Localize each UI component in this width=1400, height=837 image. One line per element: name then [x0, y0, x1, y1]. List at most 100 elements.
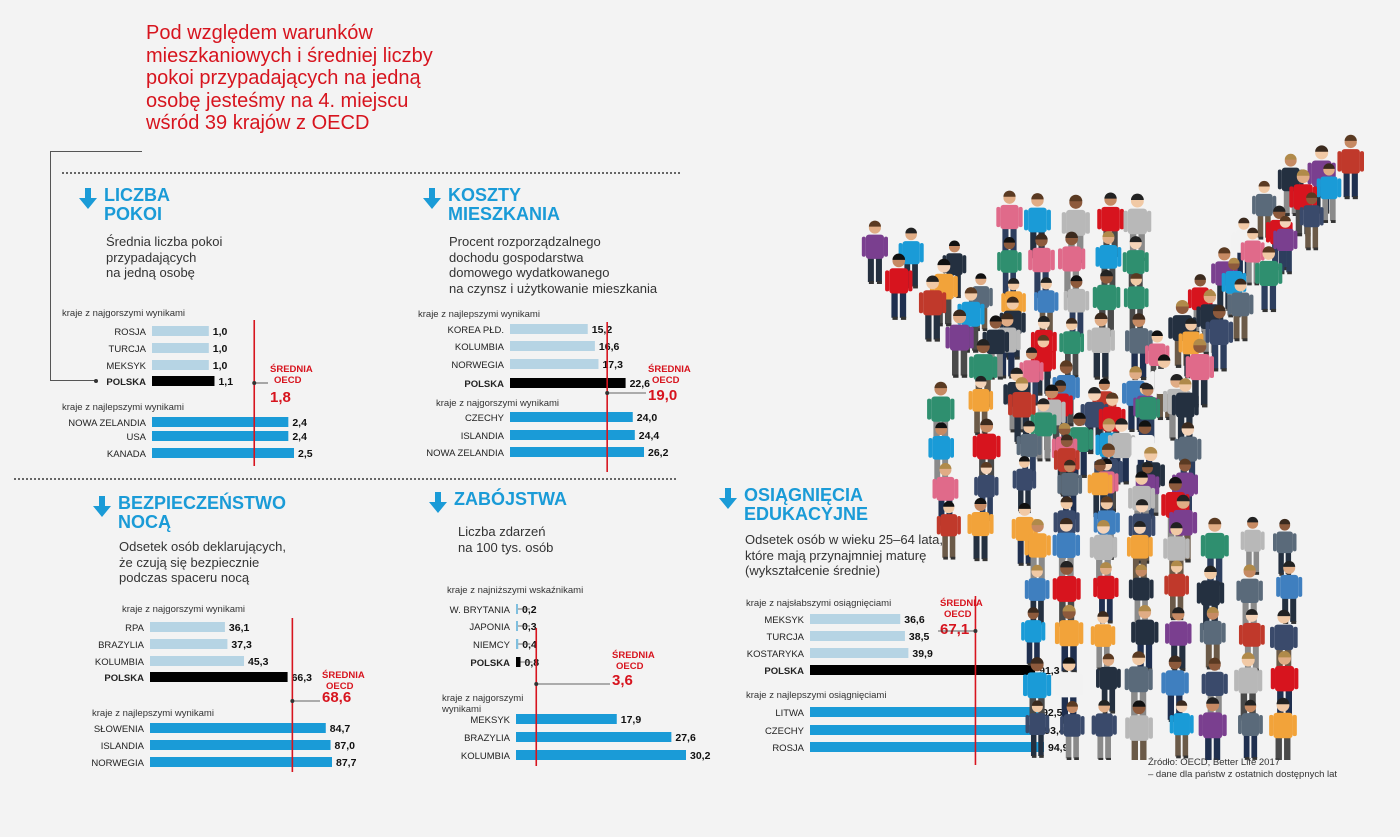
chart-rooms: kraje z najgorszymi wynikami kraje z najl…: [62, 308, 313, 466]
bar-group1: [516, 621, 518, 631]
section-education-header: OSIĄGNIĘCIA EDUKACYJNE: [718, 486, 868, 524]
person-figure: [1025, 700, 1050, 758]
value-label: 26,2: [648, 447, 669, 459]
bar-poland: [516, 657, 521, 667]
person-figure: [1185, 338, 1215, 408]
person-figure: [1090, 611, 1116, 671]
country-label: POLSKA: [104, 673, 144, 684]
country-label: BRAZYLIA: [464, 733, 511, 744]
value-label: 22,6: [630, 378, 651, 390]
person-figure: [1316, 163, 1342, 223]
arrow-down-icon: [423, 188, 441, 209]
country-label: KOSTARYKA: [747, 649, 805, 660]
person-figure: [1227, 278, 1254, 342]
oecd-average-label: ŚREDNIA: [940, 597, 983, 609]
value-label: 2,4: [292, 431, 307, 443]
oecd-average-value: 19,0: [648, 387, 677, 404]
bar-group1: [516, 639, 519, 649]
oecd-average-dot: [534, 682, 539, 686]
section-education-title: OSIĄGNIĘCIA EDUKACYJNE: [744, 485, 869, 524]
group-label: kraje z najlepszymi wynikami: [62, 402, 184, 413]
bar-group2: [810, 707, 1039, 717]
group-label: kraje z najgorszymi wynikami: [62, 308, 185, 319]
section-homicides-title: ZABÓJSTWA: [454, 489, 568, 509]
value-label: 2,5: [298, 448, 313, 460]
bar-group1: [510, 359, 599, 369]
value-label: 93,4: [1044, 725, 1065, 737]
value-label: 17,3: [602, 359, 623, 371]
oecd-average-dot: [252, 381, 257, 385]
person-figure: [1096, 653, 1121, 714]
value-label: 1,0: [213, 343, 228, 355]
country-label: NORWEGIA: [451, 360, 504, 371]
bar-group2: [152, 431, 289, 441]
oecd-average-label: OECD: [616, 661, 644, 672]
oecd-average-dot: [605, 391, 610, 395]
country-label: MEKSYK: [106, 361, 146, 372]
value-label: 24,4: [639, 430, 660, 442]
country-label: ISLANDIA: [461, 431, 505, 442]
person-figure: [1091, 699, 1117, 760]
value-label: 17,9: [621, 714, 642, 726]
group-label: kraje z najgorszymi: [442, 693, 523, 704]
person-figure: [1024, 564, 1050, 625]
person-figure: [1269, 697, 1297, 760]
person-figure: [1165, 607, 1192, 672]
country-label: LITWA: [775, 708, 804, 719]
group-label: wynikami: [441, 704, 481, 715]
person-figure: [1060, 700, 1085, 760]
country-label: MEKSYK: [764, 615, 804, 626]
country-label: KANADA: [107, 449, 147, 460]
group-label: kraje z najgorszymi wynikami: [122, 604, 245, 615]
value-label: 37,3: [231, 639, 252, 651]
person-figure: [918, 275, 947, 342]
section-housing-header: KOSZTY MIESZKANIA: [422, 186, 560, 224]
country-label: KOLUMBIA: [95, 657, 145, 668]
person-figure: [1199, 606, 1226, 670]
person-figure: [936, 501, 961, 560]
bar-group2: [150, 740, 331, 750]
country-label: RPA: [125, 623, 144, 634]
country-label: POLSKA: [464, 379, 504, 390]
value-label: 16,6: [599, 341, 620, 353]
country-label: USA: [126, 432, 146, 443]
group-label: kraje z najgorszymi wynikami: [436, 398, 559, 409]
oecd-average-label: ŚREDNIA: [612, 649, 655, 661]
oecd-average-label: OECD: [326, 681, 354, 692]
bar-group2: [516, 732, 672, 742]
value-label: 2,4: [292, 417, 307, 429]
section-education-description: Odsetek osób w wieku 25–64 lata, które ma…: [745, 532, 944, 578]
person-figure: [861, 220, 888, 284]
person-figure: [1238, 699, 1263, 760]
bar-poland: [150, 672, 288, 682]
chart-housing: kraje z najlepszymi wynikami kraje z najg…: [418, 309, 691, 472]
bar-poland: [810, 665, 1036, 675]
headline-connector-vertical: [50, 151, 51, 380]
value-label: 0,3: [522, 621, 537, 633]
bar-group1: [516, 604, 518, 614]
divider-middle: [14, 478, 676, 480]
section-housing-description: Procent rozporządzalnego dochodu gospodar…: [449, 234, 658, 296]
person-figure: [1299, 192, 1324, 251]
person-figure: [1198, 697, 1227, 760]
bar-group1: [810, 614, 901, 624]
country-label: POLSKA: [470, 658, 510, 669]
headline-connector: [50, 151, 142, 152]
value-label: 45,3: [248, 656, 269, 668]
person-figure: [1012, 456, 1037, 514]
country-label: CZECHY: [465, 413, 505, 424]
person-figure: [1052, 560, 1081, 629]
country-label: TURCJA: [767, 632, 805, 643]
arrow-down-icon: [79, 188, 97, 209]
group-label: kraje z najlepszymi osiągnięciami: [746, 690, 886, 701]
person-figure: [1123, 193, 1152, 261]
value-label: 84,7: [330, 723, 351, 735]
section-safety-description: Odsetek osób deklarujących, że czują się …: [119, 539, 286, 585]
value-label: 36,1: [229, 622, 250, 634]
bar-group1: [510, 324, 588, 334]
chart-education: kraje z najsłabszymi osiągnięciami kraje …: [746, 596, 1069, 765]
person-figure: [1205, 304, 1234, 372]
group-label: kraje z najlepszymi wynikami: [92, 708, 214, 719]
bar-group1: [510, 341, 595, 351]
person-figure: [885, 253, 913, 320]
